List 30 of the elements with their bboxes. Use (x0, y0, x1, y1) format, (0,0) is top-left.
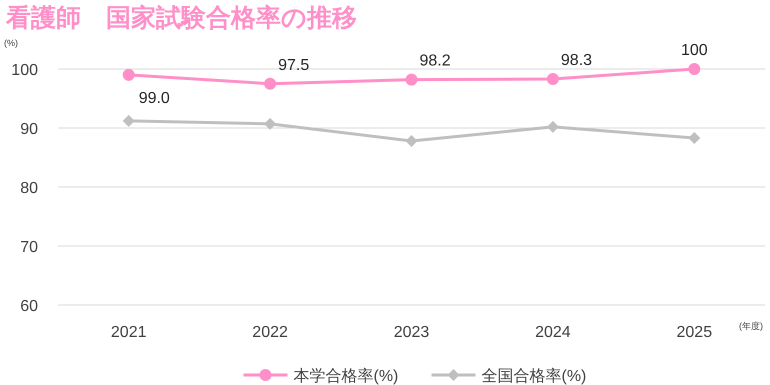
data-label: 98.3 (560, 52, 592, 70)
point (264, 118, 276, 130)
x-tick-label: 2024 (535, 324, 571, 341)
y-tick-label: 80 (20, 180, 38, 197)
y-tick-label: 90 (20, 121, 38, 138)
point (406, 134, 418, 147)
x-tick-label: 2022 (252, 324, 288, 341)
y-tick-label: 70 (20, 239, 38, 256)
point (406, 74, 418, 86)
x-tick-label: 2023 (394, 324, 430, 341)
point (688, 63, 700, 75)
data-label: 99.0 (138, 90, 170, 107)
data-label: 100 (680, 42, 708, 59)
y-tick-label: 60 (20, 298, 38, 315)
data-label: 97.5 (278, 56, 310, 74)
chart-title: 看護師 国家試験合格率の推移 (5, 4, 357, 32)
point (688, 132, 700, 144)
point (546, 120, 559, 133)
x-tick-label: 2025 (676, 324, 712, 341)
point (264, 78, 276, 90)
x-axis-title: (年度) (739, 321, 763, 331)
point (122, 114, 135, 127)
y-tick-label: 100 (11, 62, 38, 79)
point (546, 73, 559, 86)
x-tick-label: 2021 (110, 324, 147, 341)
y-axis-title: (%) (4, 38, 18, 48)
data-label: 98.2 (420, 52, 451, 70)
point (122, 68, 135, 81)
legend-label: 全国合格率(%) (482, 367, 586, 385)
legend-label: 本学合格率(%) (294, 367, 398, 385)
